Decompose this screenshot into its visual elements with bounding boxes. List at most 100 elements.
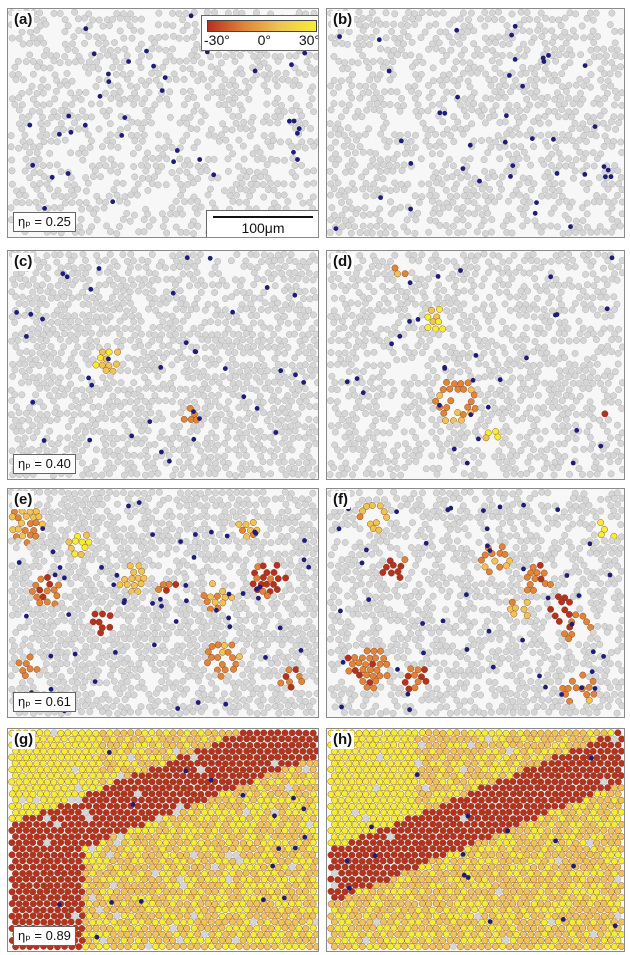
particle: [393, 150, 401, 158]
particle: [593, 228, 601, 236]
particle: [512, 343, 520, 351]
particle: [368, 263, 376, 271]
particle: [64, 434, 72, 442]
tracer-particle: [408, 206, 413, 212]
particle: [454, 289, 462, 296]
particle: [382, 34, 390, 42]
particle: [248, 186, 256, 194]
particle: [527, 186, 535, 194]
particle: [71, 446, 79, 454]
particle: [507, 88, 515, 96]
particle: [498, 392, 506, 400]
particle: [259, 458, 267, 466]
particle: [42, 20, 50, 28]
particle: [110, 464, 118, 472]
particle: [228, 556, 236, 564]
particle: [165, 568, 173, 576]
particle: [445, 274, 453, 282]
particle: [176, 349, 184, 356]
particle: [400, 28, 408, 36]
particle: [502, 33, 509, 41]
particle: [193, 125, 201, 133]
particle: [531, 338, 539, 345]
particle: [144, 453, 151, 461]
particle: [158, 415, 166, 423]
particle: [312, 605, 318, 612]
particle: [522, 409, 530, 417]
particle: [183, 22, 191, 29]
particle: [341, 445, 349, 453]
particle: [102, 281, 109, 289]
particle: [23, 587, 30, 595]
particle: [579, 337, 587, 344]
particle: [12, 416, 19, 424]
tracer-particle: [512, 57, 518, 62]
particle: [545, 398, 553, 406]
particle: [452, 459, 460, 467]
particle: [370, 83, 377, 90]
particle: [558, 192, 566, 200]
particle: [36, 384, 44, 392]
particle: [51, 360, 59, 368]
particle: [515, 131, 523, 138]
particle: [572, 410, 580, 418]
particle: [462, 270, 470, 278]
particle: [597, 330, 605, 337]
particle: [222, 126, 230, 133]
particle: [222, 405, 230, 413]
particle: [219, 525, 227, 533]
particle: [457, 416, 465, 424]
particle: [510, 360, 518, 368]
particle: [106, 470, 113, 478]
particle: [12, 198, 20, 206]
particle: [75, 318, 82, 325]
particle: [519, 415, 527, 423]
particle: [95, 125, 103, 133]
particle: [172, 330, 179, 338]
particle: [351, 161, 359, 169]
particle: [446, 423, 454, 431]
particle: [15, 106, 23, 114]
particle: [583, 14, 591, 22]
particle: [246, 361, 254, 369]
tracer-particle: [41, 438, 47, 443]
particle: [425, 300, 433, 308]
particle: [233, 251, 241, 258]
particle: [253, 181, 261, 188]
particle: [330, 53, 338, 60]
particle: [491, 173, 499, 181]
particle: [233, 489, 241, 496]
particle: [218, 94, 226, 102]
particle: [88, 294, 96, 301]
particle: [162, 181, 170, 189]
particle: [190, 275, 197, 283]
particle: [577, 51, 585, 58]
particle: [128, 525, 135, 532]
particle: [91, 587, 99, 594]
particle: [78, 386, 86, 394]
particle: [352, 210, 360, 218]
particle: [603, 427, 611, 435]
particle: [34, 63, 41, 71]
particle: [127, 300, 134, 307]
particle: [37, 538, 45, 545]
particle: [67, 593, 74, 601]
particle: [214, 617, 222, 625]
particle: [116, 64, 124, 71]
particle: [393, 186, 400, 193]
particle: [69, 281, 76, 289]
particle: [53, 416, 61, 423]
tracer-particle: [437, 110, 443, 116]
particle: [369, 434, 377, 442]
particle: [110, 161, 118, 169]
particle: [517, 470, 525, 478]
particle: [309, 598, 316, 606]
particle: [358, 318, 365, 325]
particle: [266, 324, 274, 332]
particle: [309, 287, 317, 295]
particle: [155, 586, 163, 593]
particle: [428, 391, 436, 399]
particle: [55, 630, 62, 638]
particle: [67, 519, 75, 527]
particle: [68, 496, 75, 504]
